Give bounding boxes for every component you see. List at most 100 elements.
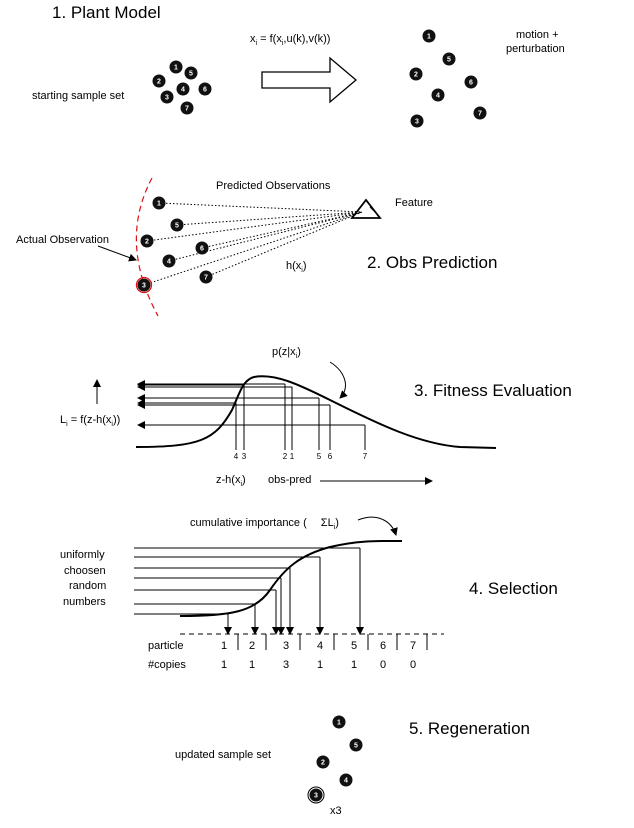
start-particle-group: 1 2 3 4 5 6 7 [152,60,212,115]
feature-triangle [350,198,382,219]
starting-sample-label: starting sample set [32,90,125,102]
pdf-tail: ) [297,346,301,358]
particle-number: 3 [165,95,169,102]
particle-dot: 5 [170,218,184,232]
motion-label-1: motion + [516,29,559,41]
particle-dot: 1 [169,60,183,74]
feature-label: Feature [395,197,433,209]
actual-observation-pointer [97,245,137,262]
h-text: h(x [286,260,302,272]
obs-pred-label: obs-pred [268,474,312,486]
observation-line [176,211,363,226]
random-label-1: uniformly [60,549,105,561]
eq-sub: i [255,40,258,48]
particle-index: 6 [380,640,387,652]
cumulative-label: cumulative importance (ΣLi) [190,517,339,532]
l-rest: = f(z-h(x [67,414,112,426]
particle-number: 7 [185,106,189,113]
particle-dot: 7 [199,270,213,284]
eq-x: x [250,33,256,45]
particle-dot: 5 [349,738,363,752]
particle-number: 2 [145,239,149,246]
copies-row-label: #copies [148,659,186,671]
particle-number: 2 [414,72,418,79]
section5-title: 5. Regeneration [409,719,530,738]
motion-label-2: perturbation [506,43,565,55]
particle-dot: 3 [307,786,325,804]
plant-equation: xi = f(xi,u(k),v(k)) [250,33,331,48]
actual-observation-arc [135,177,159,317]
particle-number: 6 [200,246,204,253]
particle-dot: 7 [180,101,194,115]
cum-text: cumulative importance ( [190,517,307,529]
sigma-sub: i [333,524,336,532]
h-tail: ) [302,260,307,272]
particle-dot: 4 [176,82,190,96]
observation-line [146,211,363,242]
fitness-tick-label: 1 [290,452,295,461]
particle-dot: 4 [339,773,353,787]
copies-count: 1 [351,659,358,671]
particle-dot: 1 [152,196,166,210]
particle-number: 3 [415,119,419,126]
particle-number: 3 [314,793,318,800]
sigma-text: ΣL [320,517,334,529]
particle-dot: 2 [409,67,423,81]
particle-dot: 5 [184,66,198,80]
particle-number: 6 [203,87,207,94]
particle-index: 2 [249,640,256,652]
observation-line [205,211,363,278]
l-sub2: i [111,421,113,429]
l-text: L [60,414,67,426]
particle-number: 2 [321,760,325,767]
fitness-tick-label: 4 [234,452,239,461]
cumulative-label-pointer [357,516,398,536]
particle-dot: 4 [162,254,176,268]
particle-number: 1 [427,34,431,41]
particle-number: 5 [189,71,193,78]
particle-number: 5 [447,57,451,64]
observation-line [158,202,363,213]
particle-dot: 1 [332,715,346,729]
axis-text: z-h(x [216,474,241,486]
section4-title: 4. Selection [469,579,558,598]
pdf-label-pointer [329,361,348,399]
observation-line [201,211,363,249]
copies-count: 3 [283,659,290,671]
feature-dash [369,206,375,212]
particle-index: 3 [283,640,290,652]
axis-tail: ) [242,474,246,486]
eq-tail: ,u(k),v(k)) [283,33,331,45]
particle-number: 7 [478,111,482,118]
particle-number: 2 [157,79,161,86]
fitness-tick-label: 2 [283,452,288,461]
particle-number: 4 [436,93,440,100]
axis-sub: i [240,481,243,489]
particle-dot: 3 [135,276,153,294]
particle-number: 3 [142,283,146,290]
particle-number: 5 [175,223,179,230]
particle-number: 4 [181,87,185,94]
fitness-tick-label: 3 [242,452,247,461]
particle-number: 1 [157,201,161,208]
particle-dot: 4 [431,88,445,102]
selection-lines [134,547,428,650]
particle-index: 7 [410,640,417,652]
pdf-label: p(z|xi) [272,346,301,361]
predicted-observations-label: Predicted Observations [216,180,331,192]
pdf-sub: i [295,353,298,361]
obs-particle-group: 1 5 2 6 4 7 3 [135,196,213,294]
particle-index: 5 [351,640,358,652]
particle-dot: 6 [198,82,212,96]
particle-number: 4 [167,259,171,266]
observation-line [168,211,363,262]
particle-dot: 6 [464,75,478,89]
particle-dot: 7 [473,106,487,120]
particle-dot: 1 [422,29,436,43]
fitness-tick-label: 6 [328,452,333,461]
particle-dot: 6 [195,241,209,255]
h-sub: i [301,267,303,275]
random-label-4: numbers [63,596,106,608]
section1-title: 1. Plant Model [52,3,161,22]
